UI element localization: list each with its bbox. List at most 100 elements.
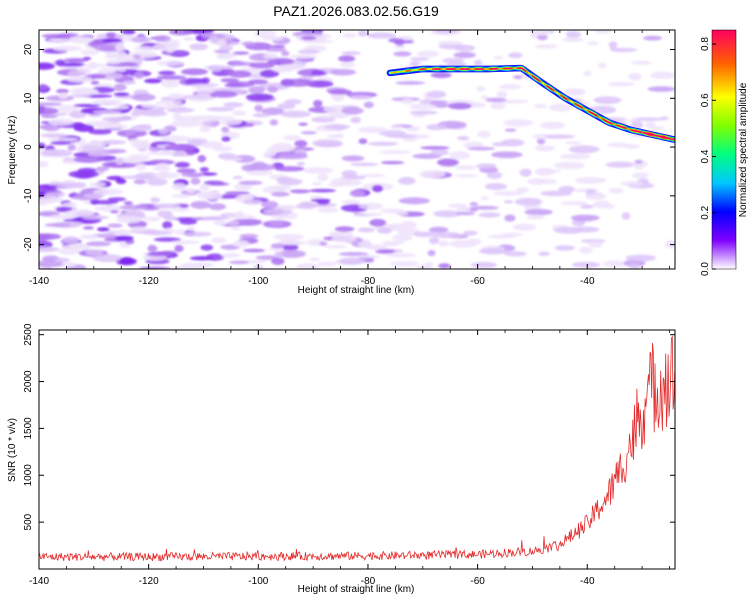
noise-blob bbox=[537, 138, 545, 144]
noise-blob bbox=[247, 164, 276, 171]
noise-blob bbox=[504, 200, 513, 203]
noise-blob bbox=[106, 149, 126, 153]
noise-blob bbox=[271, 45, 285, 48]
noise-blob bbox=[269, 221, 284, 226]
noise-blob bbox=[162, 221, 172, 229]
top-y-tick-label: 0 bbox=[23, 144, 34, 150]
noise-blob bbox=[593, 96, 621, 104]
noise-blob bbox=[409, 104, 437, 110]
noise-blob bbox=[272, 66, 294, 72]
noise-blob bbox=[628, 73, 641, 81]
noise-blob bbox=[478, 212, 500, 217]
noise-blob bbox=[382, 241, 405, 244]
noise-blob bbox=[160, 150, 176, 155]
noise-blob bbox=[359, 245, 386, 249]
noise-blob bbox=[358, 227, 375, 232]
noise-blob bbox=[201, 244, 214, 250]
bottom-x-axis-label: Height of straight line (km) bbox=[298, 584, 415, 595]
noise-blob bbox=[55, 60, 65, 67]
noise-blob bbox=[102, 117, 130, 122]
noise-blob bbox=[331, 235, 356, 242]
noise-blob bbox=[233, 51, 250, 54]
noise-blob bbox=[148, 252, 173, 256]
noise-blob bbox=[141, 104, 160, 108]
noise-blob bbox=[386, 253, 416, 258]
noise-blob bbox=[647, 86, 675, 92]
noise-blob bbox=[428, 250, 436, 256]
noise-blob bbox=[303, 167, 333, 174]
noise-blob bbox=[134, 46, 156, 50]
noise-blob bbox=[476, 86, 485, 92]
noise-blob bbox=[74, 122, 83, 126]
noise-blob bbox=[485, 98, 506, 103]
noise-blob bbox=[68, 70, 83, 77]
noise-blob bbox=[41, 133, 68, 138]
top-x-tick-label: -120 bbox=[139, 276, 159, 287]
noise-blob bbox=[589, 241, 603, 248]
noise-blob bbox=[513, 224, 536, 231]
noise-blob bbox=[227, 220, 239, 225]
noise-blob bbox=[545, 135, 575, 139]
noise-blob bbox=[168, 93, 184, 99]
noise-blob bbox=[209, 35, 218, 43]
noise-blob bbox=[453, 52, 475, 58]
noise-blob bbox=[187, 188, 196, 194]
colorbar-tick-label: 0.2 bbox=[700, 205, 711, 219]
noise-blob bbox=[463, 231, 478, 236]
noise-blob bbox=[248, 86, 265, 94]
noise-blob bbox=[278, 153, 308, 159]
noise-blob bbox=[437, 159, 459, 167]
noise-blob bbox=[226, 215, 256, 220]
noise-blob bbox=[156, 163, 168, 168]
noise-blob bbox=[358, 30, 368, 36]
noise-blob bbox=[150, 197, 160, 202]
noise-blob bbox=[318, 262, 337, 267]
noise-blob bbox=[243, 199, 263, 204]
noise-blob bbox=[174, 245, 183, 252]
noise-blob bbox=[166, 45, 175, 53]
noise-blob bbox=[410, 57, 429, 60]
noise-blob bbox=[271, 257, 284, 265]
noise-blob bbox=[161, 80, 180, 88]
noise-blob bbox=[209, 91, 237, 98]
noise-blob bbox=[206, 107, 235, 112]
noise-blob bbox=[631, 61, 652, 65]
noise-blob bbox=[504, 215, 515, 222]
noise-blob bbox=[559, 186, 575, 193]
noise-blob bbox=[571, 215, 600, 221]
noise-blob bbox=[350, 117, 361, 124]
noise-blob bbox=[119, 257, 134, 264]
noise-blob bbox=[89, 182, 106, 187]
noise-blob bbox=[156, 100, 183, 105]
noise-blob bbox=[317, 199, 330, 204]
noise-blob bbox=[393, 51, 411, 56]
noise-blob bbox=[386, 135, 417, 138]
noise-blob bbox=[172, 208, 190, 212]
noise-blob bbox=[318, 115, 348, 118]
noise-blob bbox=[629, 263, 641, 269]
noise-blob bbox=[158, 71, 176, 75]
noise-blob bbox=[314, 142, 342, 148]
noise-blob bbox=[575, 177, 604, 184]
noise-blob bbox=[282, 79, 313, 87]
noise-blob bbox=[115, 235, 134, 241]
noise-blob bbox=[527, 215, 545, 220]
noise-blob bbox=[540, 122, 565, 129]
top-y-tick-label: 20 bbox=[23, 44, 34, 56]
noise-blob bbox=[93, 110, 121, 114]
noise-blob bbox=[244, 123, 255, 127]
bottom-x-tick-label: -40 bbox=[580, 576, 595, 587]
noise-blob bbox=[192, 86, 215, 90]
noise-blob bbox=[42, 149, 72, 157]
noise-blob bbox=[122, 30, 136, 35]
noise-blob bbox=[277, 103, 295, 109]
noise-blob bbox=[430, 149, 448, 155]
noise-blob bbox=[431, 72, 452, 78]
noise-blob bbox=[128, 154, 150, 161]
noise-blob bbox=[413, 232, 436, 237]
noise-blob bbox=[534, 104, 547, 108]
bottom-x-axis: -140-120-100-80-60-40 bbox=[29, 330, 670, 587]
noise-blob bbox=[38, 84, 48, 90]
noise-blob bbox=[37, 143, 45, 149]
